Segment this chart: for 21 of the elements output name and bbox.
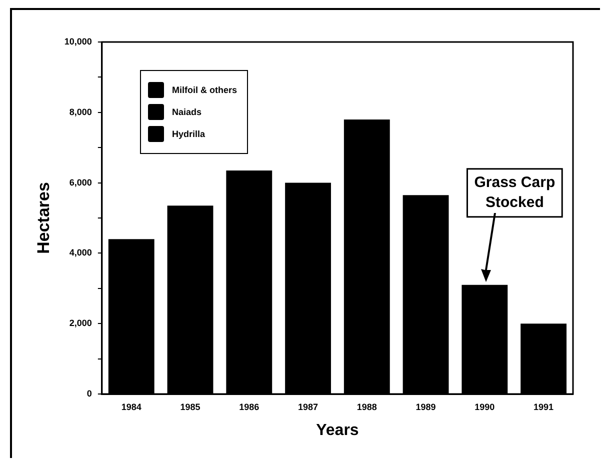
y-tick-label: 0 bbox=[86, 388, 92, 398]
x-tick-label: 1985 bbox=[180, 402, 200, 412]
annotation: Naiads bbox=[172, 107, 202, 117]
y-tick-label: 2,000 bbox=[69, 318, 92, 328]
x-tick-label: 1986 bbox=[239, 402, 260, 412]
x-tick-label: 1984 bbox=[121, 402, 142, 412]
annotation: Hydrilla bbox=[172, 129, 206, 139]
x-tick-label: 1988 bbox=[356, 402, 377, 412]
y-tick-label: 6,000 bbox=[69, 177, 92, 188]
y-tick-label: 10,000 bbox=[64, 36, 92, 46]
y-tick-label: 8,000 bbox=[69, 106, 92, 117]
x-tick-label: 1990 bbox=[474, 402, 495, 412]
x-axis-title: Years bbox=[316, 422, 359, 439]
annotation: Grass Carp Stocked bbox=[474, 174, 556, 212]
legend-box: Milfoil & others Naiads Hydrilla bbox=[140, 70, 248, 154]
x-tick-label: 1987 bbox=[298, 402, 318, 412]
x-tick-label: 1989 bbox=[416, 402, 436, 412]
annotation: Milfoil & others bbox=[172, 85, 237, 95]
y-tick-label: 4,000 bbox=[69, 248, 92, 258]
x-tick-label: 1991 bbox=[534, 402, 554, 412]
y-axis-title: Hectares bbox=[34, 182, 53, 254]
